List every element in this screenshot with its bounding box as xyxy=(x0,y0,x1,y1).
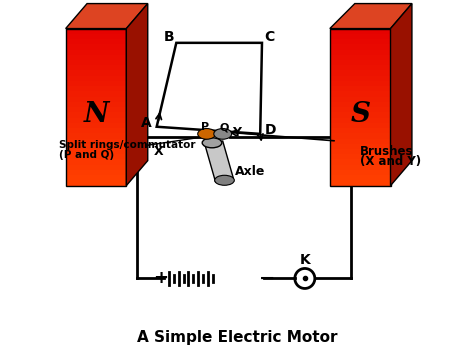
Ellipse shape xyxy=(198,129,216,139)
Polygon shape xyxy=(65,91,127,97)
Polygon shape xyxy=(330,86,391,91)
Ellipse shape xyxy=(214,129,232,139)
Text: X: X xyxy=(154,145,163,158)
Text: N: N xyxy=(83,101,109,128)
Polygon shape xyxy=(127,4,148,186)
Polygon shape xyxy=(65,144,127,149)
Polygon shape xyxy=(65,123,127,128)
Polygon shape xyxy=(330,65,391,70)
Polygon shape xyxy=(330,107,391,112)
Polygon shape xyxy=(65,34,127,39)
Polygon shape xyxy=(330,128,391,133)
Polygon shape xyxy=(330,91,391,97)
Polygon shape xyxy=(65,97,127,102)
Text: S: S xyxy=(350,101,370,128)
Polygon shape xyxy=(330,165,391,170)
Ellipse shape xyxy=(215,175,234,185)
Polygon shape xyxy=(65,60,127,65)
Polygon shape xyxy=(330,76,391,81)
Text: Y: Y xyxy=(233,126,241,139)
Polygon shape xyxy=(65,50,127,55)
Polygon shape xyxy=(330,144,391,149)
Text: Q: Q xyxy=(220,122,229,132)
Polygon shape xyxy=(330,160,391,165)
Polygon shape xyxy=(65,128,127,133)
Polygon shape xyxy=(330,39,391,44)
Text: Axle: Axle xyxy=(235,165,265,178)
Text: C: C xyxy=(264,30,274,45)
Polygon shape xyxy=(65,76,127,81)
Polygon shape xyxy=(65,154,127,160)
Polygon shape xyxy=(65,81,127,86)
Polygon shape xyxy=(330,81,391,86)
Polygon shape xyxy=(330,29,391,34)
Text: A Simple Electric Motor: A Simple Electric Motor xyxy=(137,330,337,345)
Polygon shape xyxy=(65,39,127,44)
Polygon shape xyxy=(330,4,412,29)
Polygon shape xyxy=(330,102,391,107)
Polygon shape xyxy=(330,44,391,50)
Text: −: − xyxy=(259,269,275,288)
Text: (X and Y): (X and Y) xyxy=(360,155,421,168)
Polygon shape xyxy=(205,141,233,182)
Polygon shape xyxy=(65,170,127,175)
Polygon shape xyxy=(65,117,127,123)
Polygon shape xyxy=(330,97,391,102)
Text: D: D xyxy=(265,123,277,137)
Polygon shape xyxy=(330,170,391,175)
Polygon shape xyxy=(330,70,391,76)
Text: +: + xyxy=(153,270,168,287)
Polygon shape xyxy=(65,175,127,180)
Text: A: A xyxy=(141,116,151,130)
Polygon shape xyxy=(65,44,127,50)
Polygon shape xyxy=(65,107,127,112)
Polygon shape xyxy=(330,34,391,39)
Polygon shape xyxy=(330,50,391,55)
Polygon shape xyxy=(65,139,127,144)
Text: Brushes: Brushes xyxy=(360,145,414,158)
Text: Split rings/commutator: Split rings/commutator xyxy=(58,140,195,150)
Polygon shape xyxy=(65,65,127,70)
Polygon shape xyxy=(330,112,391,117)
Polygon shape xyxy=(330,60,391,65)
Text: K: K xyxy=(300,252,310,267)
Polygon shape xyxy=(65,180,127,186)
Ellipse shape xyxy=(202,138,222,148)
Polygon shape xyxy=(65,133,127,139)
Polygon shape xyxy=(65,102,127,107)
Polygon shape xyxy=(65,149,127,154)
Polygon shape xyxy=(65,165,127,170)
Polygon shape xyxy=(330,180,391,186)
Polygon shape xyxy=(330,55,391,60)
Polygon shape xyxy=(330,139,391,144)
Polygon shape xyxy=(330,154,391,160)
Polygon shape xyxy=(65,55,127,60)
Polygon shape xyxy=(330,149,391,154)
Polygon shape xyxy=(391,4,412,186)
Polygon shape xyxy=(330,133,391,139)
Polygon shape xyxy=(65,160,127,165)
Polygon shape xyxy=(330,175,391,180)
Polygon shape xyxy=(65,112,127,117)
Text: (P and Q): (P and Q) xyxy=(58,150,114,160)
Text: B: B xyxy=(164,30,174,45)
Polygon shape xyxy=(65,4,148,29)
Polygon shape xyxy=(65,70,127,76)
Polygon shape xyxy=(330,123,391,128)
Text: P: P xyxy=(201,122,209,132)
Polygon shape xyxy=(330,117,391,123)
Polygon shape xyxy=(65,86,127,91)
Polygon shape xyxy=(65,29,127,34)
